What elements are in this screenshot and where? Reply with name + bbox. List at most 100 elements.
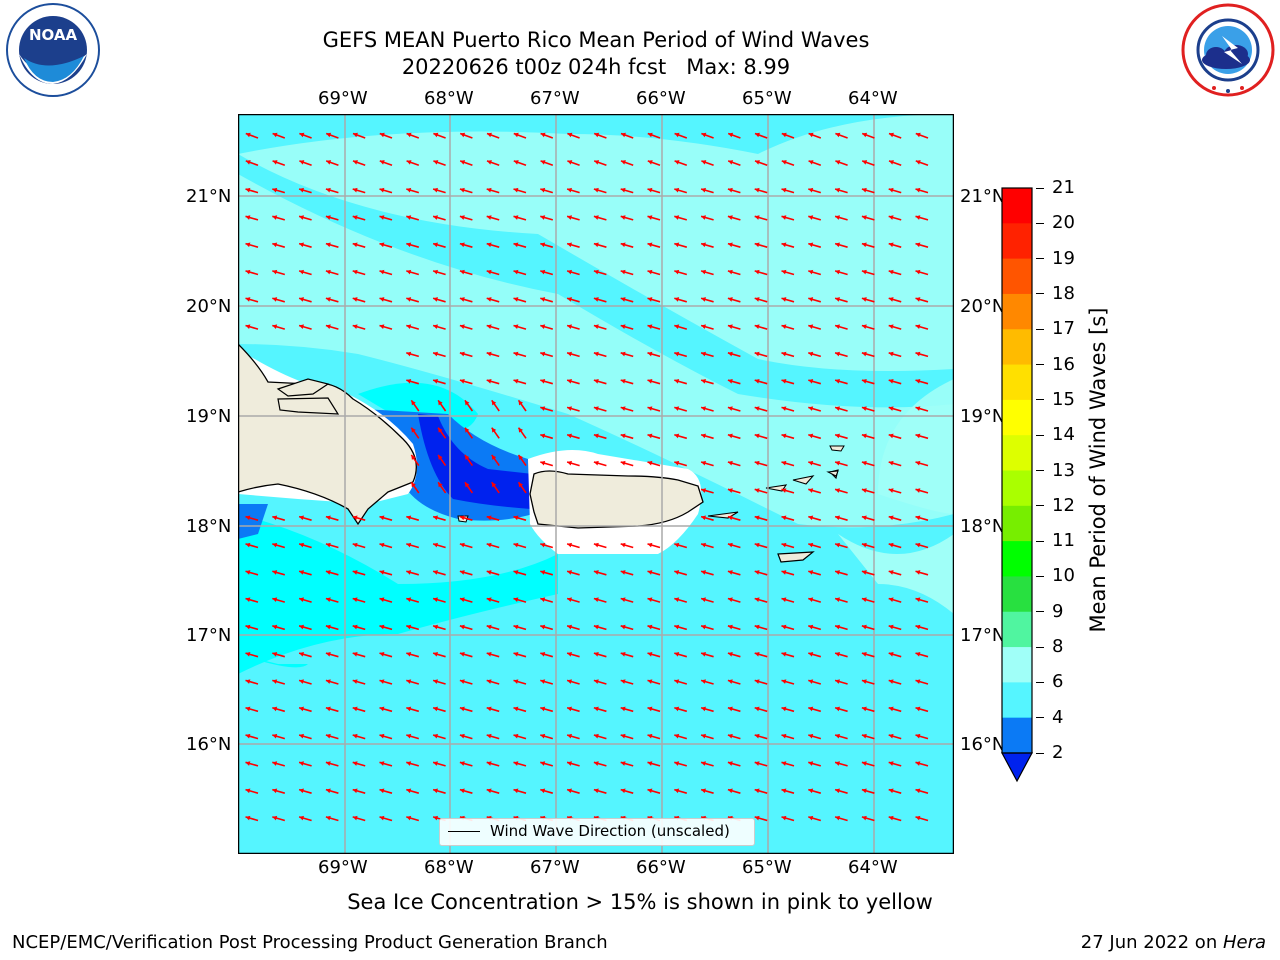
wind-wave-arrowhead	[433, 570, 438, 575]
wind-wave-arrowhead	[620, 761, 626, 766]
lat-label-right: 20°N	[960, 296, 1006, 317]
wind-wave-arrowhead	[808, 624, 814, 630]
wind-wave-arrowhead	[245, 788, 251, 794]
colorbar-tick-label: 20	[1036, 212, 1075, 233]
wind-wave-arrowhead	[567, 187, 572, 193]
wind-wave-arrowhead	[754, 132, 760, 138]
wind-wave-arrowhead	[781, 733, 787, 739]
wind-wave-arrowhead	[674, 542, 680, 548]
wind-wave-arrowhead	[299, 324, 304, 330]
wind-wave-arrowhead	[459, 187, 465, 193]
wind-wave-arrowhead	[433, 542, 438, 548]
colorbar-segment	[1002, 399, 1032, 436]
colorbar-tick-label: 6	[1036, 671, 1063, 692]
wind-wave-arrowhead	[674, 652, 680, 657]
wind-wave-arrowhead	[433, 132, 439, 138]
wind-wave-arrowhead	[433, 624, 438, 630]
wind-wave-arrowhead	[781, 132, 787, 138]
wind-wave-arrowhead	[754, 788, 760, 794]
colorbar-label: Mean Period of Wind Waves [s]	[1086, 307, 1110, 633]
wind-wave-arrowhead	[915, 652, 921, 657]
wind-wave-arrowhead	[915, 187, 921, 193]
wind-wave-arrowhead	[861, 706, 867, 712]
wind-wave-arrowhead	[438, 482, 443, 488]
wind-wave-arrowhead	[808, 788, 814, 794]
wind-wave-arrowhead	[299, 815, 304, 821]
wind-wave-arrowhead	[513, 269, 519, 275]
wind-wave-arrowhead	[888, 160, 894, 165]
wind-wave-arrowhead	[272, 733, 278, 739]
wind-wave-arrowhead	[754, 488, 760, 493]
wave-period-band-8-9-south	[238, 174, 954, 528]
wind-wave-arrowhead	[781, 652, 787, 657]
wind-wave-arrowhead	[433, 351, 438, 357]
wind-wave-arrowhead	[915, 160, 921, 165]
lon-label-bottom: 67°W	[530, 857, 580, 878]
wind-wave-arrowhead	[379, 515, 385, 521]
wind-wave-arrowhead	[861, 242, 867, 248]
wind-wave-arrowhead	[433, 215, 438, 220]
wind-wave-arrowhead	[352, 324, 358, 330]
wind-wave-arrowhead	[888, 269, 894, 275]
colorbar-segment	[1002, 611, 1032, 648]
wind-wave-arrowhead	[464, 482, 470, 488]
wind-wave-arrowhead	[727, 433, 733, 439]
wind-wave-arrowhead	[491, 482, 497, 488]
wind-wave-arrowhead	[620, 324, 626, 330]
wind-wave-arrowhead	[754, 542, 760, 548]
wind-wave-arrowhead	[513, 733, 519, 739]
wind-wave-arrowhead	[727, 570, 733, 575]
wind-wave-arrowhead	[299, 187, 304, 193]
wind-wave-arrowhead	[272, 187, 278, 193]
wind-wave-arrowhead	[593, 570, 599, 575]
wind-wave-arrowhead	[754, 351, 760, 357]
wind-wave-arrowhead	[754, 160, 760, 165]
wind-wave-arrowhead	[459, 542, 465, 548]
wind-wave-arrowhead	[620, 242, 626, 248]
wind-wave-arrowhead	[915, 132, 921, 138]
wind-wave-arrowhead	[459, 297, 465, 302]
colorbar-tick-label: 19	[1036, 248, 1075, 269]
wind-wave-arrowhead	[915, 433, 921, 439]
wind-wave-arrowhead	[888, 215, 894, 220]
wind-wave-arrowhead	[299, 788, 304, 794]
wind-wave-arrowhead	[245, 297, 251, 302]
wind-wave-arrowhead	[781, 761, 787, 766]
wind-wave-arrowhead	[701, 160, 707, 165]
wind-wave-arrowhead	[861, 733, 867, 739]
colorbar-segment	[1002, 329, 1032, 366]
wind-wave-arrowhead	[272, 324, 278, 330]
wind-wave-arrowhead	[915, 460, 921, 466]
wind-wave-arrowhead	[701, 542, 706, 548]
wind-wave-arrowhead	[781, 570, 787, 575]
wind-wave-arrowhead	[701, 242, 706, 248]
wind-wave-arrowhead	[647, 297, 653, 302]
wind-wave-arrowhead	[888, 652, 894, 657]
wind-wave-arrowhead	[540, 351, 546, 357]
wind-wave-arrowhead	[835, 379, 840, 384]
wind-wave-arrowhead	[808, 160, 814, 165]
wind-wave-arrowhead	[299, 570, 304, 575]
wind-wave-arrowhead	[674, 379, 680, 384]
wind-wave-arrowhead	[835, 242, 840, 248]
wind-wave-arrowhead	[491, 400, 497, 406]
wind-wave-arrowhead	[325, 706, 331, 712]
wind-wave-arrowhead	[433, 324, 438, 330]
wind-wave-arrowhead	[781, 788, 787, 794]
wind-wave-arrowhead	[754, 815, 760, 821]
wind-wave-arrowhead	[352, 132, 358, 138]
wind-wave-arrowhead	[325, 624, 331, 630]
wind-wave-arrowhead	[808, 379, 814, 384]
wind-wave-arrowhead	[701, 297, 706, 302]
colorbar-tick-label: 15	[1036, 389, 1075, 410]
wind-wave-arrowhead	[513, 187, 519, 193]
wind-wave-arrowhead	[299, 242, 304, 248]
wind-wave-arrowhead	[486, 242, 492, 248]
wind-wave-arrowhead	[808, 132, 814, 138]
wind-wave-arrowhead	[540, 324, 546, 330]
wind-wave-arrowhead	[808, 488, 814, 493]
map-legend: Wind Wave Direction (unscaled)	[439, 818, 755, 846]
wind-wave-arrowhead	[272, 624, 278, 630]
wind-wave-arrowhead	[406, 624, 412, 630]
wind-wave-arrowhead	[647, 242, 653, 248]
